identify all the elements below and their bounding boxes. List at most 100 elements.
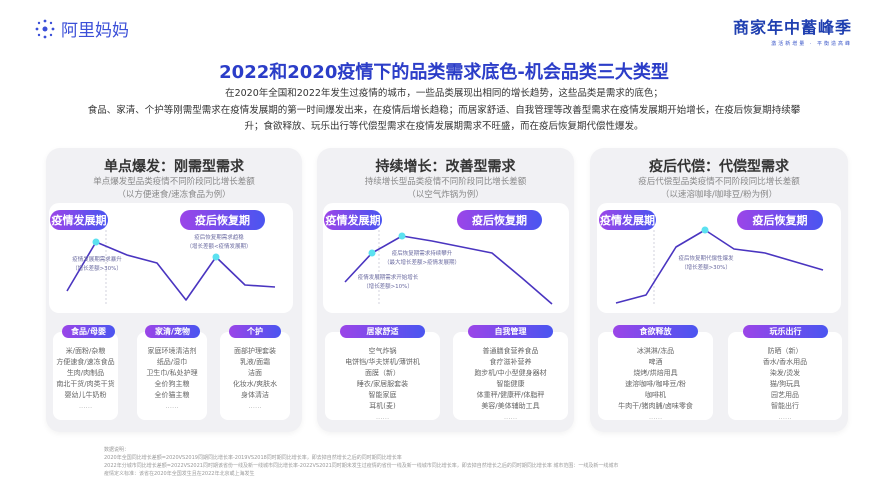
category-item: 卫生巾/私处护理 — [146, 369, 198, 377]
category-item: 耳机(麦) — [369, 402, 396, 410]
note-line: （增长差额>10%） — [363, 284, 413, 290]
campaign-title: 商家年中蓄峰季 — [732, 18, 852, 37]
note-line: 疫后恢复期代偿性爆发 — [678, 256, 734, 262]
chart-note: 疫情发展期需求暴升 （增长差额>30%） — [52, 256, 142, 274]
panel-title: 单点爆发：刚需型需求 — [104, 159, 244, 175]
category-card: 冰淇淋/冻品 啤酒 烧烤/烘焙用具 速溶咖啡/咖啡豆/粉 咖啡机 牛肉干/猪肉脯/卤味零食… — [598, 332, 713, 421]
category-item: ...... — [165, 402, 179, 410]
panel-subtitle: 单点爆发型品类疫情不同阶段同比增长差额 （以方便速食/速冻食品为例） — [46, 176, 302, 202]
category-item: 乳液/面霜 — [239, 358, 271, 366]
category-card: 面部护理套装 乳液/面霜洁面化妆水/爽肤水 身体清洁...... — [220, 332, 290, 420]
category-item: 南北干货/肉类干货 — [56, 380, 115, 388]
category-item: 食疗滋补营养 — [489, 358, 532, 366]
category-item: 速溶咖啡/咖啡豆/粉 — [625, 380, 686, 388]
phase-pill-outbreak: 疫情发展期 — [50, 210, 108, 230]
category-item: 面部护理套装 — [234, 347, 276, 355]
category-item: 米/面粉/杂粮 — [65, 347, 106, 355]
category-label: 个护 — [229, 325, 281, 338]
category-item: 面膜（新） — [365, 369, 400, 377]
footnote: 数据说明： 2020年全国同比增长差额=2020VS2019同期同比增长率-20… — [104, 446, 618, 478]
footnote-line: 疫情定义标准：该省在2020年全国发生且在2022年北京或上海发生 — [104, 471, 255, 477]
category-item: 智能出行 — [771, 402, 799, 410]
trend-line-2 — [344, 235, 553, 305]
category-item: 电饼铛/华夫饼机/薄饼机 — [345, 358, 420, 366]
category-item: 洁面 — [248, 369, 262, 377]
category-item: 全价狗主粮 — [154, 380, 190, 388]
subtitle-text: 持续增长型品类疫情不同阶段同比增长差额 — [364, 177, 527, 187]
category-card: 家庭环境清洁剂 纸品/湿巾卫生巾/私处护理 全价狗主粮全价猫主粮...... — [137, 332, 207, 420]
campaign-logo: 商家年中蓄峰季 激活新增量 · 平衡造高峰 — [733, 14, 852, 47]
subtitle-text: 单点爆发型品类疫情不同阶段同比增长差额 — [93, 177, 255, 187]
highlight-point — [368, 249, 376, 257]
note-line: （最大增长差额>疫情发展期） — [383, 260, 461, 266]
chart-note: 疫情发展期需求开始增长 （增长差额>10%） — [350, 274, 426, 292]
note-line: 疫情发展期需求开始增长 — [357, 275, 419, 281]
panel-title: 疫后代偿：代偿型需求 — [649, 159, 789, 175]
chart-note: 疫后恢复期需求持续攀升 （最大增长差额>疫情发展期） — [382, 250, 462, 268]
category-item: ...... — [503, 413, 518, 421]
highlight-point — [212, 253, 220, 261]
category-item: ...... — [375, 413, 390, 421]
panel-title: 持续增长：改善型需求 — [375, 159, 516, 175]
category-card: 防晒（新） 香水/香水用品 染发/烫发 猫/狗玩具 园艺用品 智能出行...... — [728, 332, 842, 421]
category-item: 猫/狗玩具 — [769, 380, 801, 388]
note-line: （增长差额>30%） — [72, 266, 122, 272]
category-item: 美容/美体辅助工具 — [481, 402, 540, 410]
trend-line-1 — [66, 241, 276, 301]
alimama-logo-icon — [35, 19, 55, 38]
footnote-line: 数据说明： — [104, 447, 130, 453]
category-item: 婴幼儿牛奶粉 — [64, 391, 107, 399]
highlight-point — [701, 226, 709, 234]
category-label: 家清/宠物 — [145, 325, 200, 338]
category-label: 食欲释放 — [613, 325, 698, 338]
chart-note: 疫后恢复期需求趋稳 （增长差额<疫情发展期） — [178, 234, 260, 252]
category-item: 烧烤/烘焙用具 — [633, 369, 678, 377]
category-item: 纸品/湿巾 — [156, 358, 188, 366]
category-item: 普通膳食营养食品 — [482, 347, 539, 355]
category-item: 香水/香水用品 — [762, 358, 808, 366]
category-item: 啤酒 — [648, 358, 663, 366]
category-item: 身体清洁 — [241, 391, 269, 399]
category-item: 园艺用品 — [771, 391, 799, 399]
category-item: ...... — [778, 413, 792, 421]
highlight-point — [92, 238, 100, 246]
panel-subtitle: 持续增长型品类疫情不同阶段同比增长差额 （以空气炸锅为例） — [317, 176, 574, 202]
chart-note: 疫后恢复期代偿性爆发 （增长差额>30%） — [670, 255, 742, 273]
category-item: 方便速食/速冻食品 — [56, 358, 115, 366]
alimama-logo: 阿里妈妈 — [34, 16, 129, 41]
category-card: 普通膳食营养食品 食疗滋补营养 跑步机/中小型健身器材 智能健康 体重秤/健康秤/体脂秤… — [453, 332, 568, 421]
phase-pill-recovery: 疫后恢复期 — [180, 210, 265, 230]
example-text: （以方便速食/速冻食品为例） — [117, 190, 231, 200]
note-line: 疫后恢复期需求持续攀升 — [391, 251, 453, 257]
category-item: 空气炸锅 — [368, 347, 397, 355]
footnote-line: 2020年全国同比增长差额=2020VS2019同期同比增长率-2019VS20… — [104, 455, 402, 461]
phase-pill-outbreak: 疫情发展期 — [599, 210, 656, 230]
category-label: 自我管理 — [468, 325, 553, 338]
category-item: 全价猫主粮 — [154, 391, 190, 399]
category-item: 染发/烫发 — [769, 369, 801, 377]
category-item: ...... — [648, 413, 663, 421]
category-label: 食品/母婴 — [62, 325, 115, 338]
panel-subtitle: 疫后代偿型品类疫情不同阶段同比增长差额 （以速溶咖啡/咖啡豆/粉为例） — [590, 176, 848, 202]
note-line: （增长差额>30%） — [681, 265, 731, 271]
note-line: （增长差额<疫情发展期） — [186, 244, 252, 250]
description-line: 升；食欲释放、玩乐出行等代偿型需求在疫情发展期需求不旺盛，而在疫后恢复期代偿性爆… — [244, 121, 644, 132]
description: 在2020年全国和2022年发生过疫情的城市，一些品类展现出相同的增长趋势，这些… — [60, 86, 828, 136]
description-line: 食品、家清、个护等刚需型需求在疫情发展期的第一时间爆发出来，在疫情后增长趋稳；而… — [87, 104, 801, 116]
campaign-subtitle: 激活新增量 · 平衡造高峰 — [771, 41, 852, 47]
example-text: （以速溶咖啡/咖啡豆/粉为例） — [660, 190, 778, 200]
category-item: 化妆水/爽肤水 — [232, 380, 278, 388]
subtitle-text: 疫后代偿型品类疫情不同阶段同比增长差额 — [638, 177, 800, 187]
category-item: 牛肉干/猪肉脯/卤味零食 — [618, 402, 693, 410]
category-item: 家庭环境清洁剂 — [147, 347, 197, 355]
highlight-point — [398, 232, 406, 240]
phase-pill-recovery: 疫后恢复期 — [457, 210, 542, 230]
category-card: 空气炸锅 电饼铛/华夫饼机/薄饼机 面膜（新） 睡衣/家居服套装 智能家庭 耳机(麦)..… — [325, 332, 440, 421]
phase-pill-recovery: 疫后恢复期 — [737, 210, 823, 230]
phase-pill-outbreak: 疫情发展期 — [324, 210, 382, 230]
page-title: 2022和2020疫情下的品类需求底色-机会品类三大类型 — [219, 62, 669, 83]
description-line: 在2020年全国和2022年发生过疫情的城市，一些品类展现出相同的增长趋势，这些… — [225, 88, 663, 99]
category-item: ...... — [248, 402, 262, 410]
note-line: 疫情发展期需求暴升 — [72, 257, 122, 263]
